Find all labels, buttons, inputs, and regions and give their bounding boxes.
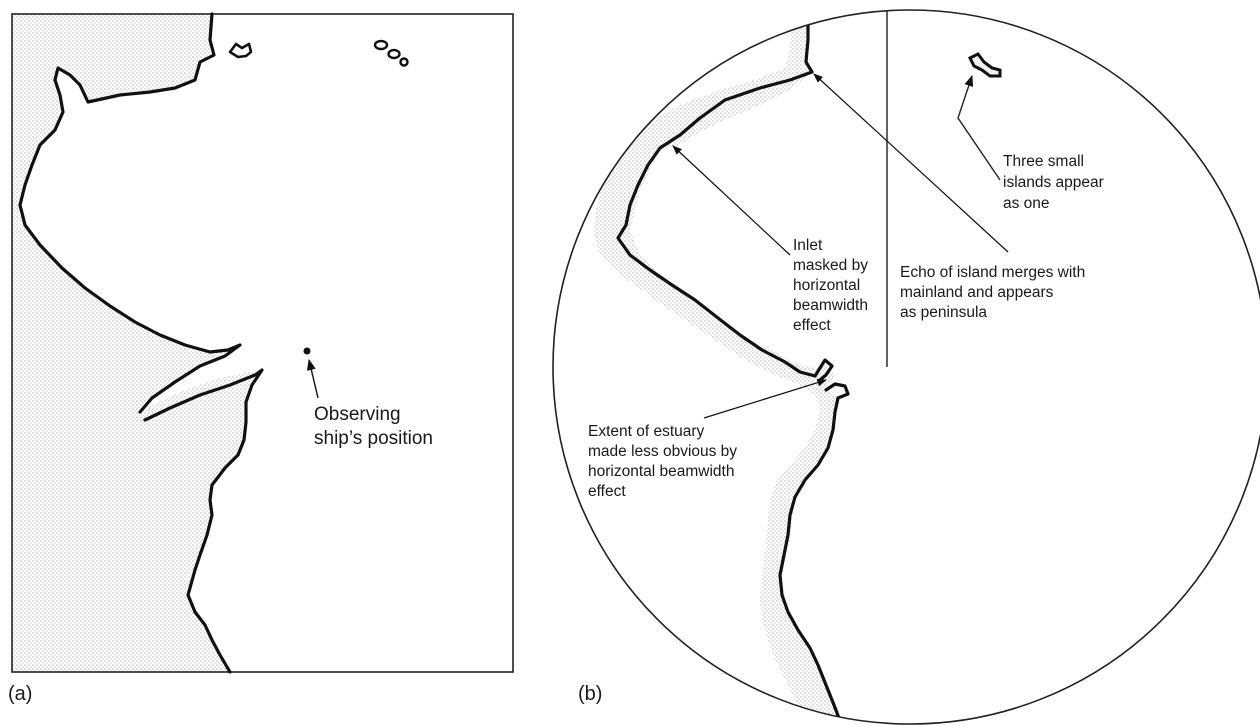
coastline-echo-b: [616, 10, 834, 382]
estuary-south-bank-a: [143, 368, 264, 674]
panel-b-radar: Three small islands appear as one Inlet …: [552, 9, 1260, 725]
island-a-4: [399, 57, 409, 67]
inlet-masked-label: Inlet masked by horizontal beamwidth eff…: [793, 237, 872, 334]
ship-position-dot: [303, 347, 311, 355]
inlet-masked-line-4: beamwidth: [793, 297, 868, 314]
island-a-3: [387, 48, 401, 60]
panel-b-label: (b): [578, 683, 602, 705]
island-merges-line-3: as peninsula: [900, 304, 987, 321]
three-islands-line-2: islands appear: [1003, 174, 1104, 191]
coastline-echo-south-b: [778, 382, 850, 724]
estuary-label: Extent of estuary made less obvious by h…: [588, 423, 741, 500]
coastline-a: [18, 12, 242, 414]
island-merges-arrow: [813, 73, 1009, 253]
estuary-line-3: horizontal beamwidth: [588, 463, 734, 480]
island-merges-line-2: mainland and appears: [900, 284, 1054, 301]
panel-a-chart: Observing ship’s position (a): [8, 12, 514, 705]
ship-label: Observing ship’s position: [314, 404, 433, 449]
estuary-line-4: effect: [588, 483, 626, 500]
inlet-masked-line-2: masked by: [793, 257, 868, 274]
estuary-arrow: [703, 378, 827, 419]
inlet-masked-arrow: [672, 145, 791, 256]
echo-smear-band: [594, 10, 840, 724]
inlet-masked-line-3: horizontal: [793, 277, 860, 294]
ship-label-line-2: ship’s position: [314, 428, 433, 449]
panel-a-label: (a): [8, 683, 32, 705]
island-a-2: [373, 39, 389, 51]
inlet-masked-line-1: Inlet: [793, 237, 823, 254]
radar-display-ring: [552, 9, 1260, 725]
merged-islands-echo: [967, 52, 1002, 78]
estuary-line-2: made less obvious by: [588, 443, 737, 460]
island-a-1: [228, 42, 253, 59]
chart-frame-a: [11, 13, 514, 673]
island-merges-line-1: Echo of island merges with: [900, 264, 1085, 281]
three-islands-line-3: as one: [1003, 195, 1050, 212]
island-merges-label: Echo of island merges with mainland and …: [900, 264, 1090, 321]
land-area-a: [12, 14, 258, 672]
ship-label-line-1: Observing: [314, 404, 401, 425]
three-islands-line-1: Three small: [1003, 153, 1084, 170]
inlet-masked-line-5: effect: [793, 317, 831, 334]
three-islands-leader: [957, 74, 1001, 181]
three-islands-label: Three small islands appear as one: [1003, 153, 1108, 212]
ship-arrow: [306, 358, 319, 399]
estuary-line-1: Extent of estuary: [588, 423, 705, 440]
